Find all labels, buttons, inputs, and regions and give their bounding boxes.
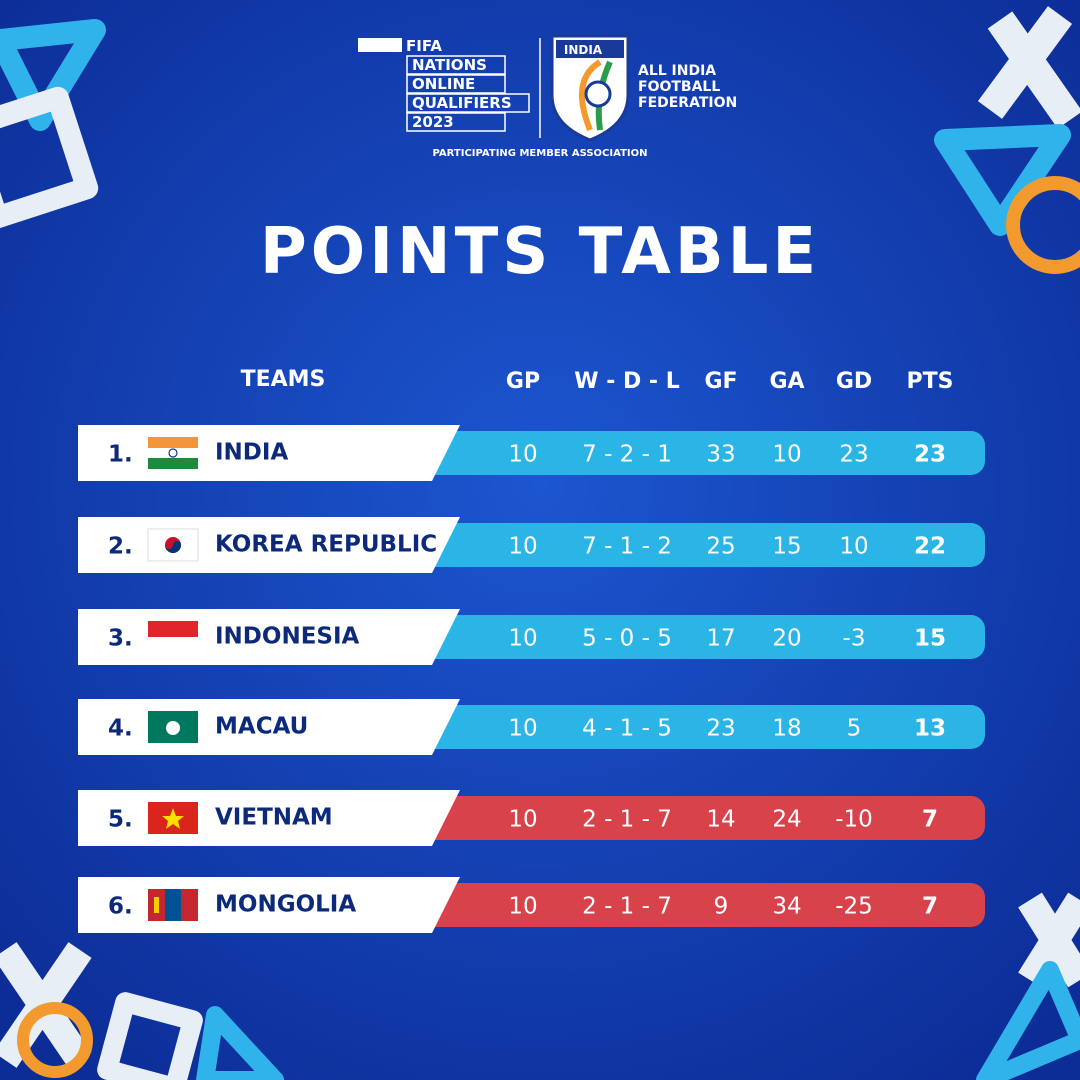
stat: 33 <box>706 442 735 468</box>
points: 7 <box>922 894 938 920</box>
table-row: 1. INDIA 10 7 - 2 - 1 33 10 23 23 <box>78 425 985 481</box>
logo-box <box>406 74 506 94</box>
rank: 1. <box>108 442 133 468</box>
federation-line: FOOTBALL <box>638 79 720 95</box>
federation-line: ALL INDIA <box>638 63 716 79</box>
column-header: W - D - L <box>574 369 679 394</box>
flag <box>165 889 181 921</box>
table-row: 6. MONGOLIA 10 2 - 1 - 7 9 34 -25 7 <box>78 877 985 933</box>
points: 22 <box>914 534 946 560</box>
flag <box>148 637 198 653</box>
stat: -3 <box>843 626 866 652</box>
stat: 23 <box>706 716 735 742</box>
team-name: VIETNAM <box>215 805 333 831</box>
team-name: KOREA REPUBLIC <box>215 532 437 558</box>
stat: 4 - 1 - 5 <box>582 716 672 742</box>
flag <box>148 448 198 458</box>
team-name: INDIA <box>215 440 288 466</box>
points: 23 <box>914 442 946 468</box>
points: 13 <box>914 716 946 742</box>
rank: 5. <box>108 807 133 833</box>
column-header: GP <box>506 369 540 394</box>
stat: 10 <box>839 534 868 560</box>
rank: 6. <box>108 894 133 920</box>
table-row: 3. INDONESIA 10 5 - 0 - 5 17 20 -3 15 <box>78 609 985 665</box>
rank: 2. <box>108 534 133 560</box>
team-name: MONGOLIA <box>215 892 356 918</box>
stat: -10 <box>835 807 873 833</box>
stat: 24 <box>772 807 801 833</box>
stat: 17 <box>706 626 735 652</box>
stat: 2 - 1 - 7 <box>582 807 672 833</box>
stats-bar <box>420 705 985 749</box>
stat: 14 <box>706 807 735 833</box>
stat: 25 <box>706 534 735 560</box>
rank: 4. <box>108 716 133 742</box>
stat: 10 <box>508 626 537 652</box>
stats-bar <box>420 523 985 567</box>
logo-box <box>406 55 506 75</box>
stat: 34 <box>772 894 801 920</box>
stat: 10 <box>772 442 801 468</box>
stat: 10 <box>508 807 537 833</box>
stat: 10 <box>508 442 537 468</box>
stat: 2 - 1 - 7 <box>582 894 672 920</box>
points: 15 <box>914 626 946 652</box>
table-row: 5. VIETNAM 10 2 - 1 - 7 14 24 -10 7 <box>78 790 985 846</box>
logo-box <box>406 112 506 132</box>
logo-line: 2023 <box>412 113 454 131</box>
table-row: 4. MACAU 10 4 - 1 - 5 23 18 5 13 <box>78 699 985 755</box>
stat: 7 - 1 - 2 <box>582 534 672 560</box>
stat: 10 <box>508 894 537 920</box>
stat: 18 <box>772 716 801 742</box>
stats-bar <box>420 883 985 927</box>
stat: 10 <box>508 716 537 742</box>
stat: 20 <box>772 626 801 652</box>
decorations <box>0 6 1080 1080</box>
logo-line: QUALIFIERS <box>412 94 512 112</box>
stat: 15 <box>772 534 801 560</box>
stat: 23 <box>839 442 868 468</box>
federation-line: FEDERATION <box>638 95 737 111</box>
flag <box>154 897 159 913</box>
table-row: 2. KOREA REPUBLIC 10 7 - 1 - 2 25 15 10 22 <box>78 517 985 573</box>
flag <box>181 889 198 921</box>
stats-bar <box>420 615 985 659</box>
flag <box>148 437 198 448</box>
stat: 5 - 0 - 5 <box>582 626 672 652</box>
column-header: TEAMS <box>241 367 326 392</box>
flag <box>165 541 181 553</box>
stat: 10 <box>508 534 537 560</box>
team-name: INDONESIA <box>215 624 360 650</box>
stat: 5 <box>847 716 862 742</box>
column-header: GF <box>704 369 737 394</box>
crest-text: INDIA <box>564 43 603 57</box>
flag <box>166 721 180 735</box>
team-name: MACAU <box>215 714 308 740</box>
title: POINTS TABLE <box>260 215 820 289</box>
logo-text: FIFA <box>406 37 442 55</box>
flag <box>148 621 198 637</box>
stats-bar <box>420 796 985 840</box>
flag <box>148 458 198 469</box>
stats-bar <box>420 431 985 475</box>
column-header: GD <box>836 369 872 394</box>
rank: 3. <box>108 626 133 652</box>
flag <box>168 448 178 458</box>
column-header: GA <box>769 369 804 394</box>
column-header: PTS <box>907 369 954 394</box>
logo-box <box>406 93 530 113</box>
member-text: PARTICIPATING MEMBER ASSOCIATION <box>433 148 648 159</box>
stat: 7 - 2 - 1 <box>582 442 672 468</box>
points: 7 <box>922 807 938 833</box>
stat: 9 <box>714 894 729 920</box>
flag <box>162 808 184 829</box>
logo-line: NATIONS <box>412 56 487 74</box>
stat: -25 <box>835 894 873 920</box>
aiff-crest: INDIA <box>550 34 630 142</box>
logo-line: ONLINE <box>412 75 475 93</box>
